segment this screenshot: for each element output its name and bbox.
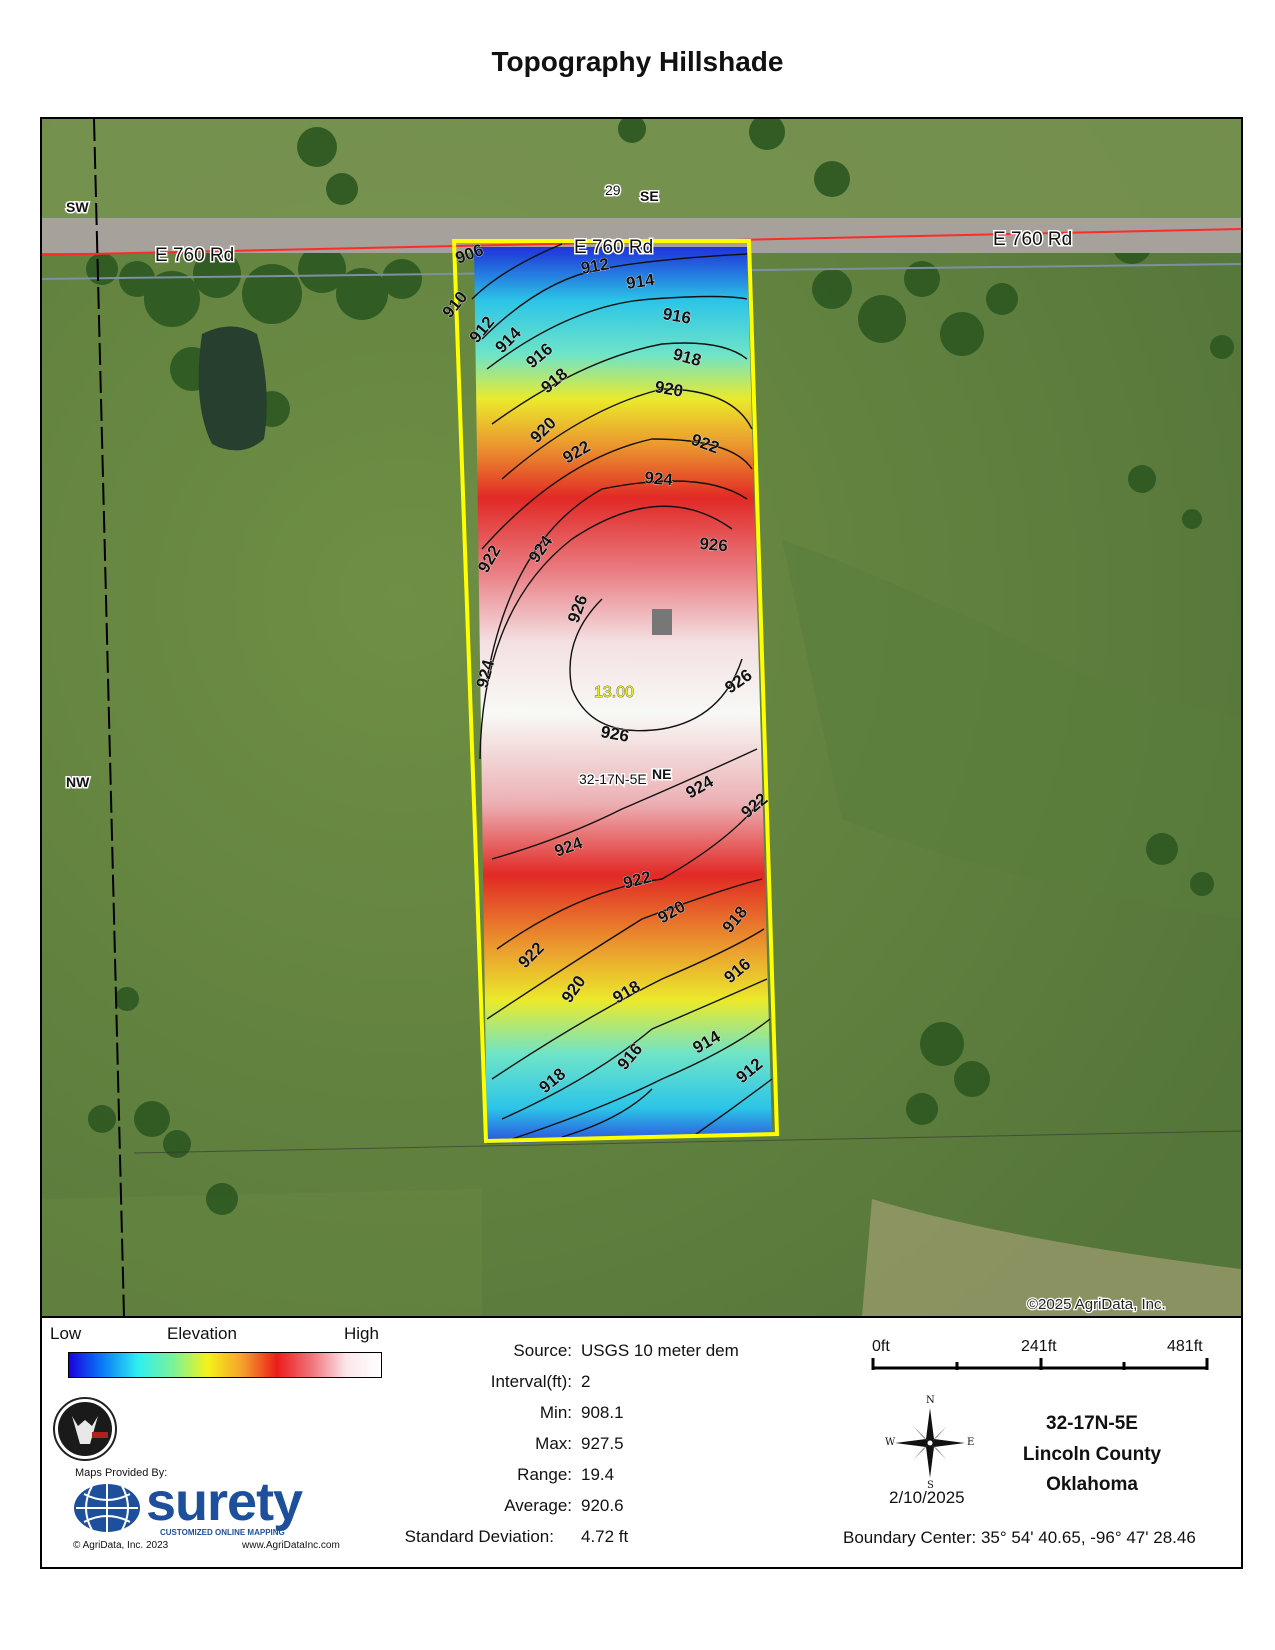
elevation-max-cell [652,609,672,635]
pond [198,326,267,451]
scale-label-zero: 0ft [872,1338,890,1355]
provider-copyright: © AgriData, Inc. 2023 [73,1540,169,1551]
scale-label-mid: 241ft [1021,1338,1057,1355]
field-boundary[interactable] [451,239,780,1144]
section-quarter-sw: SW [66,199,89,215]
legend-high-label: High [344,1324,379,1343]
spot-value-label: 13.00 [594,684,634,701]
maps-provided-by: Maps Provided By: [75,1467,168,1479]
map-copyright: ©2025 AgriData, Inc. [1027,1296,1166,1313]
globe-icon [74,1484,140,1532]
surety-tagline: CUSTOMIZED ONLINE MAPPING [160,1528,285,1537]
map-date: 2/10/2025 [889,1488,965,1507]
map-view[interactable]: 906 910 912 912 914 914 916 916 918 918 … [40,117,1243,1318]
section-quarter-se: SE [640,188,659,204]
boundary-center: Boundary Center: 35° 54' 40.65, -96° 47'… [843,1528,1196,1547]
scale-label-max: 481ft [1167,1338,1203,1355]
stat-value-max: 927.5 [581,1434,624,1453]
contour-label: 924 [644,468,674,489]
compass-w: W [885,1437,896,1448]
location-county: Lincoln County [1022,1444,1162,1465]
stat-value-min: 908.1 [581,1403,624,1422]
road-label: E 760 Rd [574,237,653,258]
stat-key-max: Max: [535,1434,572,1453]
stat-value-interval: 2 [581,1372,591,1391]
page-title: Topography Hillshade [491,46,784,77]
stat-key-source: Source: [513,1341,572,1360]
road-label: E 760 Rd [155,245,234,266]
scale-bar [871,1358,1209,1370]
contour-lines [471,243,773,1140]
contour-label: 926 [699,534,729,555]
contour-label: 914 [625,270,656,293]
north-arrow-icon [895,1408,965,1478]
legend-panel: Low Elevation High Maps Provided By: sur… [40,1314,1243,1569]
stat-key-std-dev: Standard Deviation: [404,1527,554,1546]
legend-elevation-label: Elevation [167,1324,237,1343]
elevation-raster [474,247,772,1144]
tree-clusters [86,119,1234,1215]
stat-key-interval: Interval(ft): [490,1372,572,1391]
stat-key-min: Min: [539,1403,572,1422]
deer-logo [53,1397,117,1461]
surety-brand: surety [146,1472,303,1532]
stat-key-range: Range: [517,1465,572,1484]
compass-n: N [926,1395,935,1406]
section-quarter-nw: NW [66,774,90,790]
section-number: 29 [605,182,621,198]
elevation-color-ramp [68,1352,382,1378]
road-label: E 760 Rd [993,229,1072,250]
section-center-label: 32-17N-5E [579,771,647,787]
stat-key-average: Average: [504,1496,572,1515]
compass-s: S [927,1480,934,1491]
location-section: 32-17N-5E [1046,1413,1138,1434]
stat-value-std-dev: 4.72 ft [581,1527,629,1546]
compass-e: E [967,1437,975,1448]
contour-label: 906 [453,240,486,268]
stat-value-source: USGS 10 meter dem [581,1341,739,1360]
legend-low-label: Low [50,1324,82,1343]
section-quarter-ne: NE [652,766,671,782]
provider-website: www.AgriDataInc.com [242,1540,340,1551]
location-state: Oklahoma [1046,1474,1138,1495]
stat-value-range: 19.4 [581,1465,615,1484]
stat-value-average: 920.6 [581,1496,624,1515]
